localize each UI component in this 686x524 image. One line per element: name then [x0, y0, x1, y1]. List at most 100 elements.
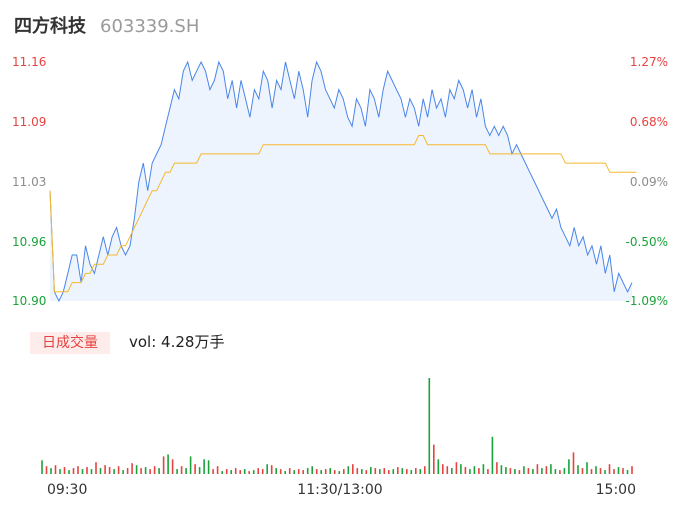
volume-bar	[595, 466, 597, 474]
volume-bar	[176, 469, 178, 474]
volume-bar	[144, 467, 147, 474]
stock-header: 四方科技 603339.SH	[14, 12, 199, 40]
volume-bar	[122, 470, 124, 474]
volume-bar	[266, 464, 268, 474]
volume-bar	[505, 467, 507, 474]
volume-bar	[527, 468, 530, 474]
pct-tick-label: 0.09%	[630, 175, 668, 189]
volume-bar	[149, 469, 151, 474]
volume-bar	[370, 467, 372, 474]
volume-bar	[577, 465, 579, 474]
stock-code: 603339.SH	[100, 16, 200, 37]
volume-bar	[234, 468, 237, 474]
volume-bar	[117, 466, 120, 474]
volume-bar	[392, 469, 395, 474]
pct-tick-label: 1.27%	[630, 55, 668, 69]
volume-bar	[54, 465, 57, 474]
volume-bar	[617, 467, 620, 474]
volume-bar	[433, 444, 435, 474]
pct-tick-label: -0.50%	[626, 235, 668, 249]
volume-summary: vol: 4.28万手	[129, 333, 225, 351]
volume-bar	[230, 470, 232, 474]
volume-bar	[446, 466, 449, 474]
volume-bar	[604, 470, 606, 474]
volume-bar	[275, 468, 277, 474]
volume-bar	[212, 469, 214, 474]
x-tick-label: 11:30/13:00	[297, 482, 382, 498]
volume-bar	[180, 466, 183, 474]
volume-bar	[590, 469, 593, 474]
volume-bar	[45, 466, 48, 474]
volume-bar	[86, 467, 88, 474]
volume-bar	[225, 469, 228, 474]
volume-bar	[401, 468, 404, 474]
price-line	[49, 60, 633, 303]
volume-bar	[347, 466, 350, 474]
volume-bar	[248, 471, 250, 474]
volume-bar	[428, 378, 431, 474]
volume-bar	[572, 452, 575, 474]
volume-bar	[514, 469, 516, 474]
volume-bar	[153, 466, 156, 474]
price-tick-label: 10.96	[12, 235, 46, 249]
volume-bar	[284, 471, 286, 474]
pct-tick-label: -1.09%	[626, 294, 668, 308]
volume-bar	[482, 464, 485, 474]
price-tick-label: 11.03	[12, 175, 46, 189]
volume-bar	[293, 470, 295, 474]
volume-bar	[536, 464, 539, 474]
volume-bar	[104, 465, 106, 474]
volume-bar	[410, 470, 413, 474]
volume-bar	[532, 469, 534, 474]
volume-bar	[523, 466, 525, 474]
volume-bar	[261, 469, 264, 474]
volume-bar	[568, 459, 570, 474]
volume-bar	[343, 469, 345, 474]
x-tick-label: 09:30	[47, 482, 87, 498]
volume-bar	[608, 464, 611, 474]
volume-bar	[131, 463, 133, 474]
volume-bar	[374, 468, 377, 474]
volume-bar	[333, 470, 336, 474]
volume-bar	[352, 464, 354, 474]
volume-bar	[113, 469, 115, 474]
volume-bar	[59, 469, 61, 474]
volume-bar	[361, 469, 363, 474]
stock-name: 四方科技	[14, 16, 86, 37]
volume-bar	[81, 469, 84, 474]
volume-bar	[563, 468, 566, 474]
volume-bar	[442, 464, 444, 474]
volume-bar	[478, 468, 480, 474]
pct-tick-label: 0.68%	[630, 115, 668, 129]
volume-bar	[315, 469, 318, 474]
volume-bar	[460, 464, 462, 474]
volume-bar	[356, 468, 359, 474]
volume-bar	[288, 468, 291, 474]
volume-bar	[239, 470, 241, 474]
volume-bar	[135, 465, 138, 474]
volume-bar	[550, 464, 552, 474]
volume-bar	[397, 467, 399, 474]
volume-bar	[252, 470, 255, 474]
volume-bar	[419, 469, 422, 474]
volume-bar	[221, 471, 223, 474]
volume-bar	[311, 466, 313, 474]
volume-bar	[72, 468, 75, 474]
volume-bar	[509, 468, 512, 474]
price-tick-label: 11.16	[12, 55, 46, 69]
price-tick-label: 10.90	[12, 294, 46, 308]
volume-bar	[545, 466, 548, 474]
price-tick-label: 11.09	[12, 115, 46, 129]
volume-bar	[415, 468, 417, 474]
volume-bar	[68, 470, 70, 474]
volume-bar	[194, 464, 196, 474]
volume-bar	[496, 462, 498, 474]
volume-bar	[406, 469, 408, 474]
volume-bar	[216, 466, 219, 474]
volume-bar	[613, 469, 615, 474]
volume-bar	[365, 470, 368, 474]
volume-bar	[297, 469, 300, 474]
volume-bar	[306, 468, 309, 474]
volume-bar	[63, 467, 66, 474]
volume-bar	[424, 466, 426, 474]
